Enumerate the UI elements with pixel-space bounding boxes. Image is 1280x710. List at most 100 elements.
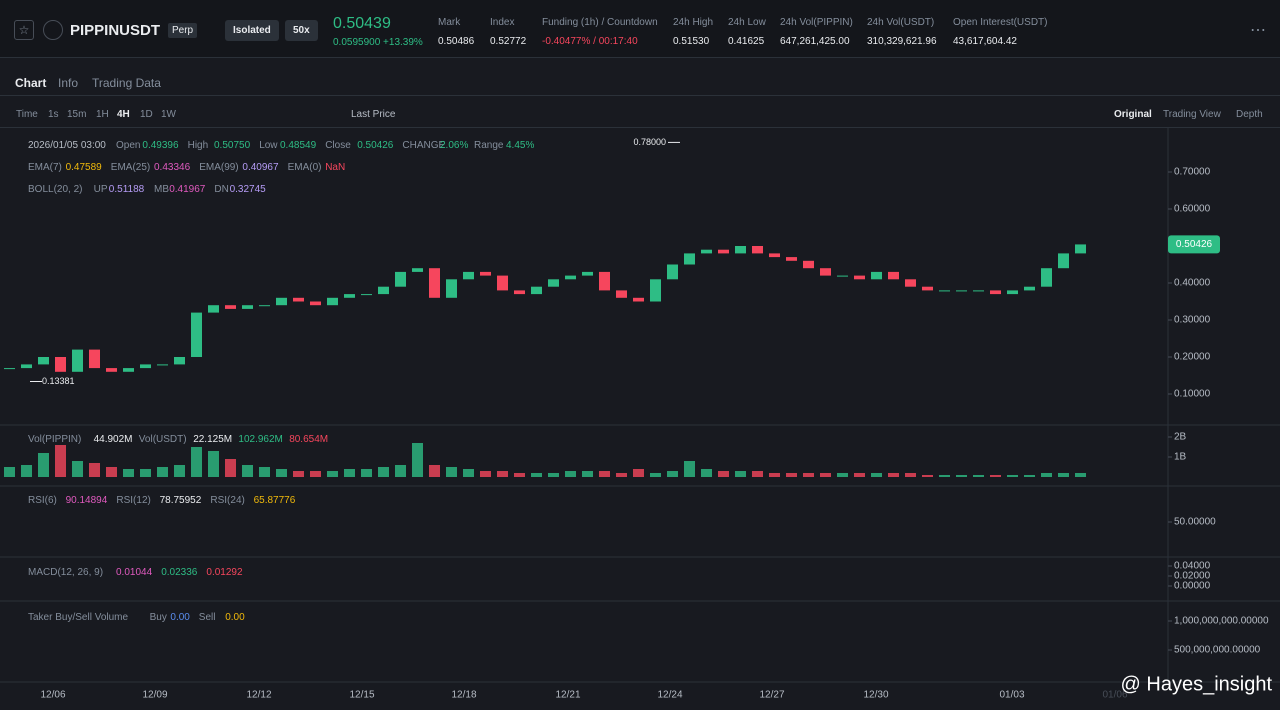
volume-bar bbox=[174, 465, 185, 477]
view[interactable]: Depth bbox=[1236, 109, 1263, 120]
candle bbox=[463, 271, 474, 280]
volume-bar bbox=[463, 469, 474, 477]
stat-label: 24h Vol(PIPPIN) bbox=[780, 17, 853, 28]
stat-value: -0.40477% / 00:17:40 bbox=[542, 36, 638, 47]
legend-time: 2026/01/05 03:00 bbox=[28, 140, 106, 151]
x-tick-label: 12/21 bbox=[555, 690, 580, 701]
y-tick-label: 2B bbox=[1174, 432, 1187, 443]
candle bbox=[259, 305, 270, 307]
volume-bar bbox=[922, 475, 933, 477]
volume-bar bbox=[276, 469, 287, 477]
candle bbox=[514, 290, 525, 295]
header: ☆ PIPPINUSDT Perp Isolated 50x 0.50439 0… bbox=[0, 0, 1280, 58]
symbol[interactable]: PIPPINUSDT bbox=[70, 22, 161, 39]
volume-bar bbox=[1041, 473, 1052, 477]
tab[interactable]: Info bbox=[58, 76, 79, 90]
interval[interactable]: 1H bbox=[96, 109, 109, 120]
legend-value: 44.902M bbox=[93, 434, 133, 445]
tab[interactable]: Chart bbox=[15, 76, 47, 90]
annotation-label: 0.13381 bbox=[42, 376, 75, 386]
volume-bar bbox=[905, 473, 916, 477]
legend-label: UP bbox=[93, 184, 108, 195]
legend-label: Open bbox=[116, 140, 141, 151]
legend-value: 0.32745 bbox=[229, 184, 266, 195]
stat-value: 0.50486 bbox=[438, 36, 475, 47]
candle bbox=[565, 275, 576, 280]
legend-value: 0.48549 bbox=[280, 140, 317, 151]
tab[interactable]: Trading Data bbox=[92, 76, 161, 90]
candle bbox=[174, 357, 185, 365]
y-tick-label: 0.30000 bbox=[1174, 315, 1211, 326]
y-tick-label: 1,000,000,000.00000 bbox=[1174, 616, 1269, 627]
x-tick-label: 12/09 bbox=[142, 690, 167, 701]
view[interactable]: Trading View bbox=[1163, 109, 1221, 120]
legend-label: EMA(99) bbox=[199, 162, 239, 173]
stat-label: 24h Low bbox=[728, 17, 766, 28]
leverage[interactable]: 50x bbox=[285, 20, 318, 41]
legend-label: BOLL(20, 2) bbox=[28, 184, 83, 195]
view[interactable]: Original bbox=[1114, 109, 1152, 120]
x-tick-label: 12/06 bbox=[40, 690, 65, 701]
interval[interactable]: 1s bbox=[48, 109, 59, 120]
volume-bar bbox=[667, 471, 678, 477]
volume-bar bbox=[38, 453, 49, 477]
legend-label: High bbox=[187, 140, 209, 151]
candle bbox=[956, 290, 967, 292]
volume-bar bbox=[531, 473, 542, 477]
volume-bar bbox=[735, 471, 746, 477]
volume-bar bbox=[803, 473, 814, 477]
candle bbox=[4, 368, 15, 370]
last-price-tag bbox=[1168, 235, 1220, 254]
candle bbox=[72, 349, 83, 372]
interval[interactable]: 4H bbox=[117, 109, 130, 120]
last-price-label: 0.50426 bbox=[1176, 239, 1213, 250]
y-tick-label: 500,000,000.00000 bbox=[1174, 645, 1261, 656]
favorite[interactable]: ☆ bbox=[14, 20, 34, 40]
candle bbox=[633, 297, 644, 302]
interval[interactable]: 15m bbox=[67, 109, 87, 120]
candle bbox=[650, 279, 661, 302]
volume-bar bbox=[548, 473, 559, 477]
volume-bar bbox=[837, 473, 848, 477]
x-tick-label: 12/27 bbox=[759, 690, 784, 701]
interval[interactable]: 1W bbox=[161, 109, 176, 120]
legend-label: Vol(PIPPIN) bbox=[28, 434, 82, 445]
stat-label: 24h Vol(USDT) bbox=[867, 17, 935, 28]
price-type[interactable]: Last Price bbox=[351, 109, 396, 120]
volume-bar bbox=[225, 459, 236, 477]
volume-bar bbox=[293, 471, 304, 477]
candle bbox=[1041, 268, 1052, 287]
legend-label: Low bbox=[259, 140, 278, 151]
volume-bar bbox=[344, 469, 355, 477]
more[interactable]: ⋯ bbox=[1250, 22, 1266, 39]
volume-bar bbox=[89, 463, 100, 477]
candle bbox=[429, 268, 440, 298]
candle bbox=[191, 312, 202, 357]
candle bbox=[89, 349, 100, 369]
volume-bar bbox=[599, 471, 610, 477]
legend-value: 0.50750 bbox=[214, 140, 251, 151]
legend-label: Close bbox=[325, 140, 351, 151]
volume-bar bbox=[820, 473, 831, 477]
volume-bar bbox=[1024, 475, 1035, 477]
volume-bar bbox=[4, 467, 15, 477]
interval[interactable]: Time bbox=[16, 109, 38, 120]
y-tick-label: 0.40000 bbox=[1174, 278, 1211, 289]
interval[interactable]: 1D bbox=[140, 109, 153, 120]
legend-label: MB bbox=[154, 184, 169, 195]
volume-bar bbox=[242, 465, 253, 477]
legend-value: 0.51188 bbox=[108, 184, 145, 195]
candle bbox=[1007, 290, 1018, 295]
volume-bar bbox=[361, 469, 372, 477]
y-tick-label: 0.10000 bbox=[1174, 389, 1211, 400]
annotation-label: 0.78000 bbox=[633, 137, 666, 147]
candle bbox=[786, 257, 797, 261]
legend-value: 4.45% bbox=[506, 140, 535, 151]
margin[interactable]: Isolated bbox=[225, 20, 279, 41]
candle bbox=[361, 294, 372, 296]
candle bbox=[310, 301, 321, 306]
candle bbox=[701, 249, 712, 254]
legend-label: RSI(24) bbox=[210, 495, 245, 506]
legend-value: 0.01044 bbox=[116, 567, 153, 578]
